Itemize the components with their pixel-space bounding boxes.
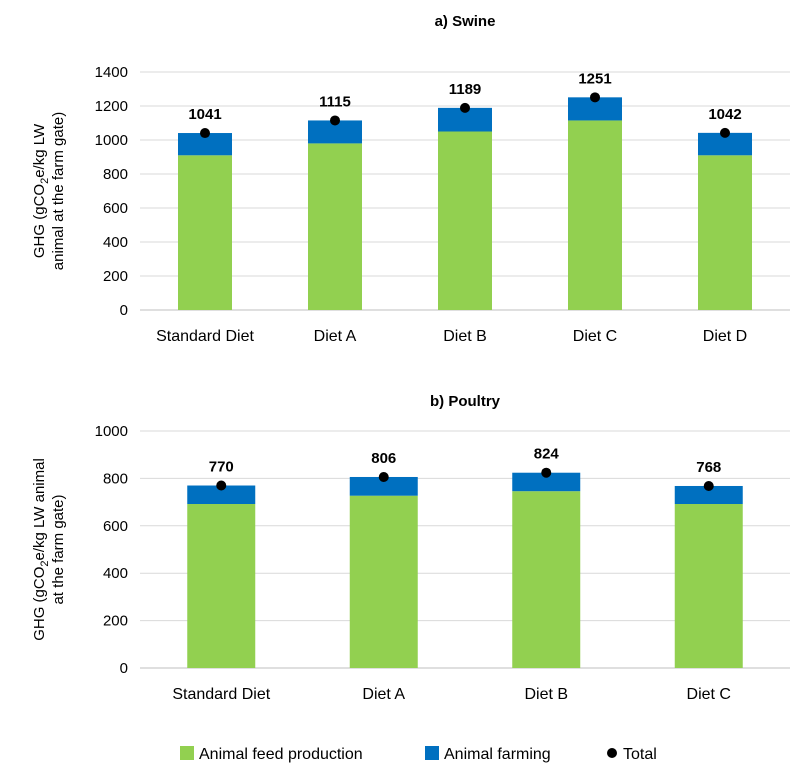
swine-y-tick-label: 800 [103,166,128,183]
swine-total-label: 1042 [708,106,741,123]
poultry-total-label: 824 [534,446,560,463]
poultry-bar-farming [187,485,256,504]
poultry-total-label: 806 [371,450,396,467]
swine-total-marker [590,92,600,103]
poultry-y-tick-label: 800 [103,470,128,487]
poultry-y-tick-label: 400 [103,565,128,582]
swine-category-label: Diet A [314,328,357,345]
swine-y-tick-label: 0 [120,302,128,319]
legend-label-feed: Animal feed production [199,746,363,763]
swine-y-tick-label: 1400 [95,64,128,81]
poultry-category-label: Diet C [687,686,731,703]
swine-bar-feed [438,131,492,310]
swine-y-tick-label: 1000 [95,132,128,149]
poultry-total-marker [541,467,552,478]
swine-bar-farming [698,132,752,156]
poultry-category-label: Diet A [362,686,405,703]
legend-swatch-feed [180,746,194,760]
poultry-bar-feed [349,495,418,668]
poultry-bar-feed [674,503,743,668]
poultry-total-marker [703,480,714,491]
swine-total-marker [720,127,730,138]
poultry-total-marker [216,480,227,491]
swine-category-label: Diet B [443,328,487,345]
swine-category-label: Standard Diet [156,328,254,345]
swine-panel: a) Swine 0 200 400 600 800 1000 1200 1400 GHG (gC… [31,13,790,345]
poultry-y-tick-label: 0 [120,660,128,677]
swine-total-marker [330,115,340,126]
legend-marker-total [607,748,617,758]
poultry-category-label: Diet B [524,686,568,703]
poultry-bar-farming [512,472,581,492]
poultry-total-label: 770 [209,459,234,476]
swine-bar-feed [308,143,362,310]
swine-chart-title: a) Swine [435,13,496,30]
swine-bar-feed [568,120,622,310]
poultry-category-label: Standard Diet [172,686,270,703]
poultry-bar-farming [349,476,418,496]
legend-label-farming: Animal farming [444,746,551,763]
legend-swatch-farming [425,746,439,760]
swine-y-tick-label: 1200 [95,98,128,115]
poultry-y-tick-label: 200 [103,613,128,630]
poultry-bar-feed [187,503,256,668]
swine-total-label: 1041 [188,106,221,123]
swine-bar-farming [308,120,362,144]
poultry-y-tick-label: 600 [103,518,128,535]
legend: Animal feed production Animal farming To… [180,746,657,763]
swine-total-label: 1189 [449,81,482,98]
swine-category-label: Diet D [703,328,747,345]
swine-bar-farming [178,133,232,156]
swine-y-tick-label: 200 [103,268,128,285]
swine-bar-feed [178,155,232,310]
swine-bar-farming [568,97,622,121]
poultry-chart-title: b) Poultry [430,393,501,410]
swine-category-label: Diet C [573,328,617,345]
swine-total-label: 1251 [578,70,611,87]
poultry-bar-feed [512,491,581,668]
swine-y-tick-label: 600 [103,200,128,217]
poultry-total-marker [378,471,389,482]
swine-y-tick-label: 400 [103,234,128,251]
swine-total-marker [460,102,470,113]
poultry-y-axis-label: GHG (gCO2e/kg LW animal at the farm gate) [31,458,67,641]
swine-bar-farming [438,107,492,132]
swine-total-marker [200,128,210,139]
swine-bar-feed [698,155,752,310]
swine-y-axis-label: GHG (gCO2e/kg LW animal at the farm gate) [31,112,67,270]
swine-total-label: 1115 [319,93,351,110]
poultry-total-label: 768 [696,459,721,476]
legend-label-total: Total [623,746,657,763]
poultry-y-tick-label: 1000 [95,423,128,440]
poultry-panel: b) Poultry 0 200 400 600 800 1000 GHG (gCO2e/kg… [31,393,790,703]
poultry-bar-farming [674,485,743,504]
